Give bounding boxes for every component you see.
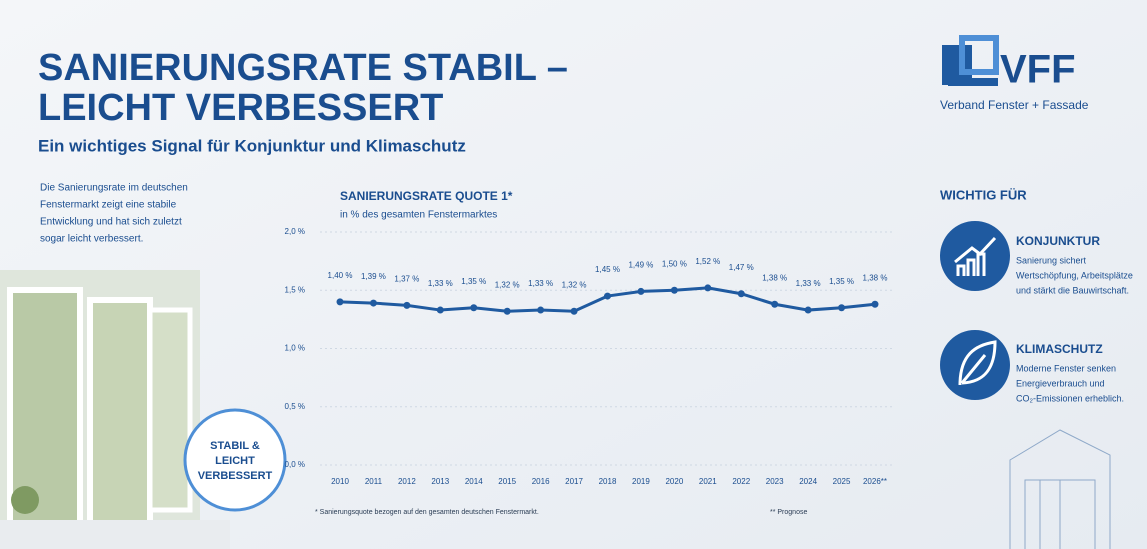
value-label: 1,50 % — [662, 259, 687, 268]
footnote: * Sanierungsquote bezogen auf den gesamt… — [315, 509, 539, 516]
subtitle: Ein wichtiges Signal für Konjunktur und … — [38, 136, 466, 155]
title-line: SANIERUNGSRATE STABIL – — [38, 47, 568, 89]
data-point — [470, 304, 477, 311]
x-tick-label: 2025 — [833, 477, 851, 486]
value-label: 1,52 % — [695, 257, 720, 266]
x-tick-label: 2017 — [565, 477, 583, 486]
x-tick-label: 2011 — [365, 477, 383, 486]
infographic: SANIERUNGSRATE STABIL – LEICHT VERBESSER… — [0, 0, 1147, 549]
value-label: 1,33 % — [528, 279, 553, 288]
data-point — [738, 290, 745, 297]
value-label: 1,45 % — [595, 265, 620, 274]
side-item-line: und stärkt die Bauwirtschaft. — [1016, 285, 1129, 295]
x-tick-label: 2026** — [863, 477, 887, 486]
x-tick-label: 2023 — [766, 477, 784, 486]
x-tick-label: 2020 — [665, 477, 683, 486]
side-item-title: KONJUNKTUR — [1016, 234, 1100, 248]
value-label: 1,38 % — [863, 273, 888, 282]
x-tick-label: 2015 — [498, 477, 516, 486]
footnote: ** Prognose — [770, 509, 807, 516]
value-label: 1,47 % — [729, 263, 754, 272]
x-tick-label: 2021 — [699, 477, 717, 486]
x-tick-label: 2018 — [599, 477, 617, 486]
chart-title: SANIERUNGSRATE QUOTE 1* — [340, 189, 513, 203]
intro-line: Entwicklung und hat sich zuletzt — [40, 217, 182, 228]
badge-line: LEICHT — [215, 455, 255, 467]
x-tick-label: 2016 — [532, 477, 550, 486]
x-tick-label: 2012 — [398, 477, 416, 486]
intro-line: Die Sanierungsrate im deutschen — [40, 183, 188, 194]
value-label: 1,49 % — [628, 261, 653, 270]
x-tick-label: 2024 — [799, 477, 817, 486]
value-label: 1,37 % — [394, 275, 419, 284]
logo-name: VFF — [1000, 48, 1076, 92]
value-label: 1,39 % — [361, 272, 386, 281]
data-point — [604, 293, 611, 300]
intro-line: sogar leicht verbessert. — [40, 234, 143, 245]
x-tick-label: 2013 — [431, 477, 449, 486]
side-item-line: Wertschöpfung, Arbeitsplätze — [1016, 270, 1133, 280]
side-item-line: Sanierung sichert — [1016, 255, 1087, 265]
value-label: 1,35 % — [829, 277, 854, 286]
data-point — [537, 307, 544, 314]
data-point — [370, 300, 377, 307]
side-item-line: Moderne Fenster senken — [1016, 363, 1116, 373]
x-tick-label: 2014 — [465, 477, 483, 486]
side-item-line: CO₂-Emissionen erheblich. — [1016, 393, 1124, 403]
x-tick-label: 2022 — [732, 477, 750, 486]
data-point — [771, 301, 778, 308]
data-point — [437, 307, 444, 314]
value-label: 1,32 % — [562, 280, 587, 289]
icon-konjunktur — [940, 221, 1010, 291]
data-point — [838, 304, 845, 311]
data-point — [805, 307, 812, 314]
side-heading: WICHTIG FÜR — [940, 187, 1027, 202]
value-label: 1,32 % — [495, 280, 520, 289]
data-point — [671, 287, 678, 294]
chart-subtitle: in % des gesamten Fenstermarktes — [340, 210, 497, 221]
data-point — [872, 301, 879, 308]
y-tick-label: 1,5 % — [285, 285, 305, 294]
y-tick-label: 2,0 % — [285, 227, 305, 236]
data-point — [403, 302, 410, 309]
data-point — [571, 308, 578, 315]
logo-tagline: Verband Fenster + Fassade — [940, 98, 1089, 112]
value-label: 1,40 % — [328, 271, 353, 280]
y-tick-label: 0,0 % — [285, 460, 305, 469]
data-point — [337, 298, 344, 305]
value-label: 1,33 % — [428, 279, 453, 288]
side-item-title: KLIMASCHUTZ — [1016, 342, 1103, 356]
window-illustration — [0, 270, 230, 549]
intro-line: Fenstermarkt zeigt eine stabile — [40, 200, 177, 211]
x-tick-label: 2019 — [632, 477, 650, 486]
value-label: 1,35 % — [461, 277, 486, 286]
data-point — [504, 308, 511, 315]
x-tick-label: 2010 — [331, 477, 349, 486]
data-point — [637, 288, 644, 295]
badge-line: STABIL & — [210, 440, 260, 452]
value-label: 1,33 % — [796, 279, 821, 288]
side-item-line: Energieverbrauch und — [1016, 378, 1105, 388]
data-point — [704, 284, 711, 291]
y-tick-label: 1,0 % — [285, 344, 305, 353]
y-tick-label: 0,5 % — [285, 402, 305, 411]
badge-line: VERBESSERT — [198, 470, 273, 482]
title-line: LEICHT VERBESSERT — [38, 87, 443, 129]
value-label: 1,38 % — [762, 273, 787, 282]
